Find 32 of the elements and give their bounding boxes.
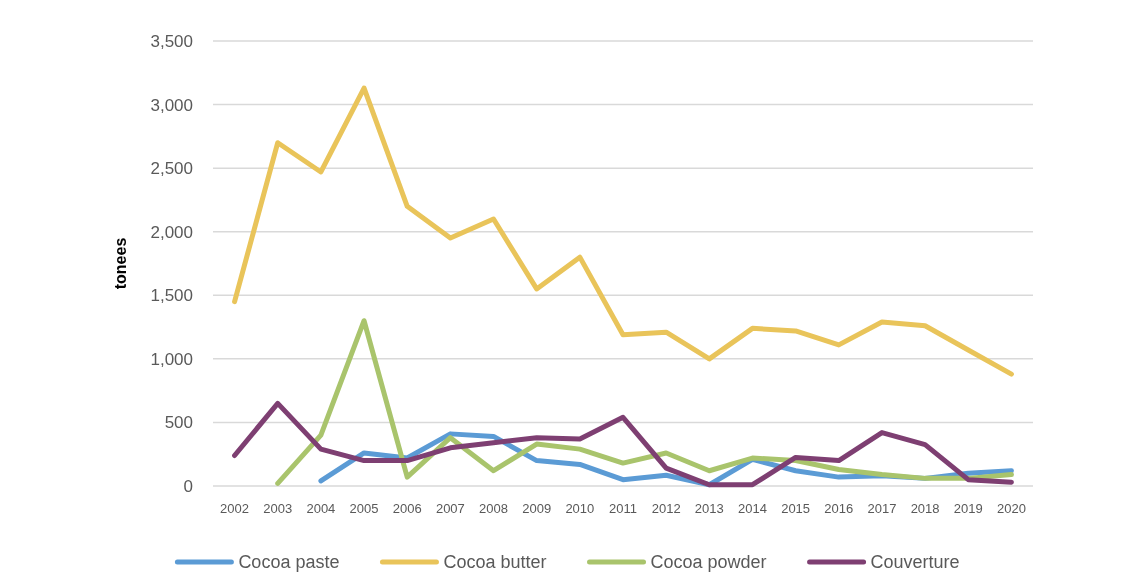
x-tick-label: 2010 <box>565 501 595 516</box>
x-tick-label: 2007 <box>435 501 465 516</box>
x-tick-label: 2020 <box>996 501 1026 516</box>
legend-label: Cocoa butter <box>443 552 547 573</box>
x-tick-label: 2009 <box>522 501 552 516</box>
legend-label: Cocoa powder <box>650 552 767 573</box>
x-tick-label: 2008 <box>479 501 508 516</box>
y-tick-label: 3,000 <box>150 95 193 115</box>
x-tick-label: 2013 <box>694 501 724 516</box>
x-tick-label: 2011 <box>609 501 637 516</box>
x-tick-label: 2019 <box>953 501 983 516</box>
y-tick-label: 2,000 <box>150 222 193 242</box>
x-tick-label: 2018 <box>910 501 940 516</box>
y-tick-label: 0 <box>183 476 193 496</box>
y-tick-label: 3,500 <box>150 31 193 51</box>
y-tick-label: 1,000 <box>150 349 193 369</box>
x-tick-label: 2015 <box>781 501 811 516</box>
y-tick-label: 500 <box>164 413 193 433</box>
x-tick-label: 2012 <box>651 501 681 516</box>
x-tick-label: 2017 <box>867 501 897 516</box>
y-tick-label: 2,500 <box>150 159 193 179</box>
legend-label: Couverture <box>870 552 960 573</box>
x-tick-label: 2004 <box>306 501 336 516</box>
x-tick-label: 2006 <box>392 501 422 516</box>
x-tick-label: 2014 <box>738 501 767 516</box>
x-tick-label: 2003 <box>263 501 293 516</box>
legend-label: Cocoa paste <box>238 552 340 573</box>
y-axis-title: tonees <box>112 237 129 290</box>
y-tick-label: 1,500 <box>150 286 193 306</box>
x-tick-label: 2005 <box>349 501 379 516</box>
x-tick-label: 2016 <box>824 501 854 516</box>
x-tick-label: 2002 <box>220 501 250 516</box>
